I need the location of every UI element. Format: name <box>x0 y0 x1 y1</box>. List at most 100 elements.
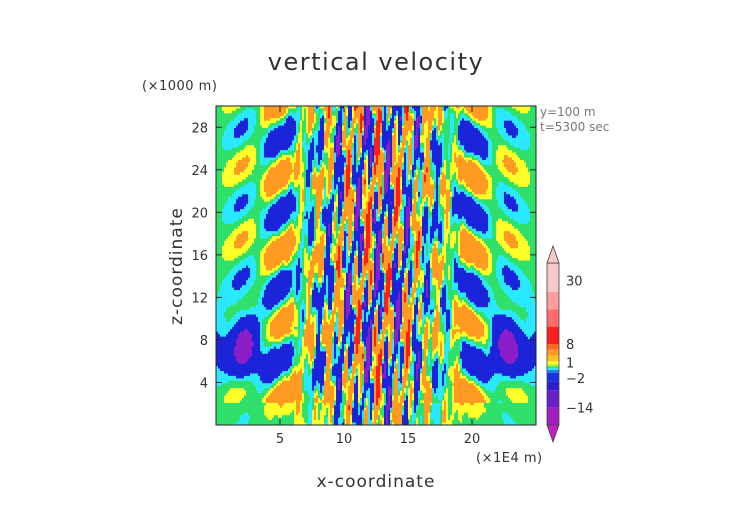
field-cell <box>396 106 399 110</box>
field-cell <box>404 132 407 137</box>
field-cell <box>336 120 339 124</box>
field-cell <box>356 106 359 110</box>
field-cell <box>302 106 305 110</box>
field-cell <box>356 123 359 127</box>
field-cell <box>414 125 417 129</box>
field-cell <box>268 123 271 127</box>
field-cell <box>434 125 437 129</box>
field-cell <box>268 130 271 134</box>
field-cell <box>532 118 535 122</box>
field-cell <box>266 128 269 132</box>
field-cell <box>240 137 243 141</box>
field-cell <box>430 130 433 134</box>
field-cell <box>442 132 445 137</box>
field-cell <box>382 113 385 117</box>
field-cell <box>374 108 377 112</box>
field-cell <box>454 118 457 122</box>
field-cell <box>454 110 457 114</box>
field-cell <box>532 115 535 119</box>
field-cell <box>282 115 285 119</box>
field-cell <box>420 108 423 112</box>
field-cell <box>412 130 415 134</box>
field-cell <box>462 123 465 127</box>
field-cell <box>322 123 325 127</box>
field-cell <box>282 132 285 137</box>
field-cell <box>350 132 353 137</box>
field-cell <box>226 118 229 122</box>
field-cell <box>486 132 489 137</box>
field-cell <box>378 132 381 137</box>
field-cell <box>262 128 265 132</box>
field-cell <box>394 130 397 134</box>
field-cell <box>448 128 451 132</box>
field-cell <box>382 128 385 132</box>
field-cell <box>266 123 269 127</box>
field-cell <box>516 118 519 122</box>
field-cell <box>434 128 437 132</box>
field-cell <box>452 118 455 122</box>
field-cell <box>404 120 407 124</box>
field-cell <box>424 118 427 122</box>
field-cell <box>530 128 533 132</box>
field-cell <box>494 125 497 129</box>
field-cell <box>376 125 379 129</box>
field-cell <box>456 120 459 124</box>
field-cell <box>372 108 375 112</box>
field-cell <box>246 132 249 137</box>
field-cell <box>378 110 381 114</box>
field-cell <box>440 115 443 119</box>
field-cell <box>396 120 399 124</box>
field-cell <box>446 118 449 122</box>
field-cell <box>376 120 379 124</box>
field-cell <box>292 132 295 137</box>
field-cell <box>334 123 337 127</box>
field-cell <box>462 135 465 139</box>
field-cell <box>432 130 435 134</box>
field-cell <box>240 125 243 129</box>
field-cell <box>430 113 433 117</box>
field-cell <box>468 130 471 134</box>
field-cell <box>510 128 513 132</box>
field-cell <box>460 118 463 122</box>
field-cell <box>390 118 393 122</box>
field-cell <box>322 106 325 110</box>
field-cell <box>476 125 479 129</box>
field-cell <box>272 128 275 132</box>
field-cell <box>514 123 517 127</box>
field-cell <box>276 125 279 129</box>
field-cell <box>328 135 331 139</box>
field-cell <box>230 128 233 132</box>
field-cell <box>336 115 339 119</box>
field-cell <box>472 125 475 129</box>
field-cell <box>382 120 385 124</box>
field-cell <box>522 132 525 137</box>
field-cell <box>226 106 229 110</box>
field-cell <box>234 106 237 110</box>
field-cell <box>476 123 479 127</box>
field-cell <box>492 118 495 122</box>
field-cell <box>294 110 297 114</box>
field-cell <box>362 118 365 122</box>
field-cell <box>226 135 229 139</box>
field-cell <box>222 108 225 112</box>
field-cell <box>402 132 405 137</box>
field-cell <box>422 123 425 127</box>
field-cell <box>432 128 435 132</box>
field-cell <box>438 132 441 137</box>
field-cell <box>304 115 307 119</box>
field-cell <box>496 135 499 139</box>
field-cell <box>446 123 449 127</box>
field-cell <box>276 118 279 122</box>
field-cell <box>348 132 351 137</box>
field-cell <box>310 110 313 114</box>
field-cell <box>450 108 453 112</box>
field-cell <box>314 108 317 112</box>
field-cell <box>258 130 261 134</box>
field-cell <box>530 123 533 127</box>
field-cell <box>388 120 391 124</box>
field-cell <box>364 106 367 110</box>
field-cell <box>424 125 427 129</box>
field-cell <box>292 108 295 112</box>
field-cell <box>414 115 417 119</box>
field-cell <box>296 108 299 112</box>
